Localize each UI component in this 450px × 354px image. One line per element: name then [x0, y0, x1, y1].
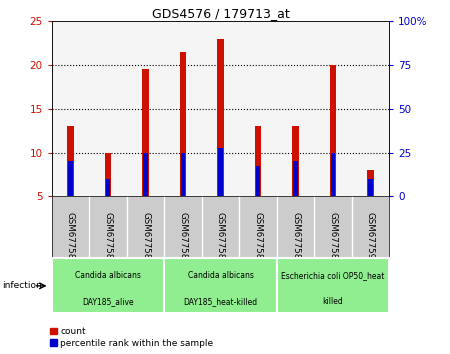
Text: DAY185_alive: DAY185_alive — [82, 297, 134, 306]
Text: Candida albicans: Candida albicans — [188, 272, 253, 280]
Bar — [180, 52, 186, 196]
Bar — [143, 153, 148, 196]
Text: DAY185_heat-killed: DAY185_heat-killed — [184, 297, 257, 306]
Bar — [367, 170, 374, 196]
Bar — [68, 161, 73, 196]
Bar — [142, 69, 149, 196]
Bar — [106, 179, 110, 196]
Text: infection: infection — [2, 281, 42, 290]
Bar — [331, 153, 335, 196]
Bar — [255, 126, 261, 196]
Bar — [181, 153, 185, 196]
Legend: count, percentile rank within the sample: count, percentile rank within the sample — [50, 327, 213, 348]
Bar — [218, 148, 223, 196]
Text: Escherichia coli OP50_heat: Escherichia coli OP50_heat — [281, 272, 385, 280]
Bar — [67, 126, 74, 196]
Bar — [368, 179, 373, 196]
Text: killed: killed — [323, 297, 343, 306]
Bar — [277, 258, 389, 313]
Bar — [292, 126, 299, 196]
Text: Candida albicans: Candida albicans — [75, 272, 141, 280]
Bar — [52, 258, 164, 313]
Bar — [164, 258, 277, 313]
Bar — [217, 39, 224, 196]
Bar — [104, 153, 112, 196]
Title: GDS4576 / 179713_at: GDS4576 / 179713_at — [152, 7, 289, 20]
Bar — [329, 65, 337, 196]
Bar — [293, 161, 298, 196]
Bar — [256, 166, 260, 196]
